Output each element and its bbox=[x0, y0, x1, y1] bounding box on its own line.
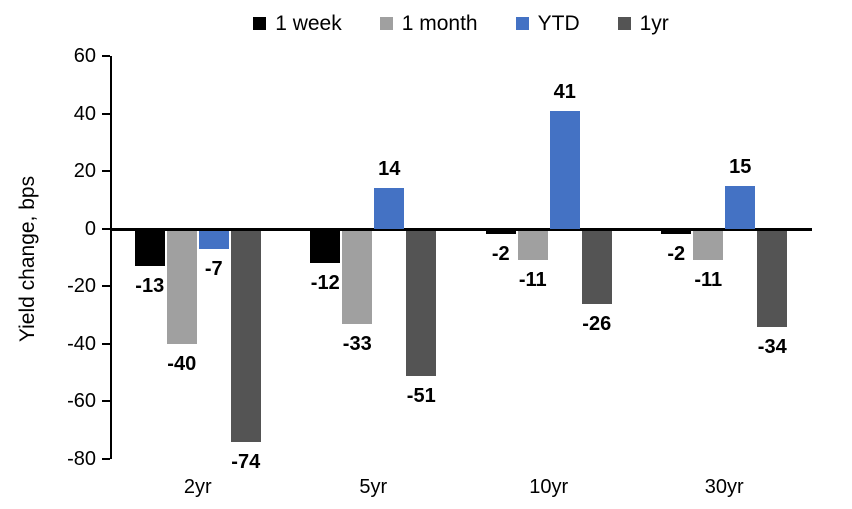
legend-label: 1yr bbox=[639, 11, 669, 35]
y-tick-mark bbox=[102, 285, 110, 288]
bar-value-label: 15 bbox=[729, 155, 752, 178]
bar-1yr-30yr bbox=[757, 230, 788, 327]
y-tick-label: 20 bbox=[73, 160, 96, 183]
y-tick-label: -40 bbox=[67, 332, 96, 355]
bar-value-label: -34 bbox=[757, 335, 787, 358]
legend-item-1yr: 1yr bbox=[617, 11, 669, 35]
bar-value-label: -7 bbox=[204, 257, 223, 280]
y-tick-mark bbox=[102, 458, 110, 460]
legend-swatch-icon bbox=[515, 16, 529, 30]
x-axis-zero-line bbox=[110, 227, 812, 231]
legend-label: 1 week bbox=[275, 11, 342, 35]
bar-1-month-2yr bbox=[166, 230, 197, 344]
bar-value-label: -11 bbox=[694, 269, 723, 292]
legend-label: 1 month bbox=[401, 11, 478, 35]
y-tick-label: -60 bbox=[67, 390, 96, 413]
bar-value-label: -12 bbox=[310, 272, 340, 295]
bar-1-week-2yr bbox=[134, 230, 165, 267]
y-tick-mark bbox=[102, 227, 110, 230]
y-tick-mark bbox=[102, 112, 110, 115]
bar-value-label: -2 bbox=[667, 243, 686, 266]
bar-ytd-2yr bbox=[198, 230, 229, 249]
bar-ytd-5yr bbox=[374, 188, 405, 229]
y-tick-mark bbox=[102, 400, 110, 403]
y-tick-mark bbox=[102, 342, 110, 345]
bar-value-label: 14 bbox=[378, 158, 401, 181]
y-tick-label: -80 bbox=[67, 448, 96, 470]
x-tick-label-5yr: 5yr bbox=[359, 476, 388, 498]
bar-value-label: -51 bbox=[406, 384, 436, 407]
bar-value-label: -40 bbox=[167, 352, 197, 375]
bar-value-label: -2 bbox=[491, 243, 510, 266]
legend-swatch-icon bbox=[253, 16, 267, 30]
bar-1yr-2yr bbox=[230, 230, 261, 442]
bar-1-month-10yr bbox=[517, 230, 548, 261]
legend: 1 week 1 month YTD 1yr bbox=[110, 8, 812, 38]
bar-value-label: -33 bbox=[342, 332, 372, 355]
bar-ytd-30yr bbox=[725, 185, 756, 229]
legend-item-ytd: YTD bbox=[515, 11, 580, 35]
bar-1yr-10yr bbox=[581, 230, 612, 304]
legend-swatch-icon bbox=[379, 16, 393, 30]
x-tick-label-10yr: 10yr bbox=[529, 476, 569, 498]
y-tick-label: 0 bbox=[84, 217, 96, 240]
bar-value-label: -26 bbox=[582, 312, 612, 335]
bar-1-week-10yr bbox=[485, 230, 516, 235]
bar-1-month-30yr bbox=[693, 230, 724, 261]
bar-1-month-5yr bbox=[342, 230, 373, 324]
bar-1-week-30yr bbox=[661, 230, 692, 235]
y-tick-label: -20 bbox=[67, 275, 96, 298]
legend-label: YTD bbox=[537, 11, 580, 35]
x-tick-label-2yr: 2yr bbox=[183, 476, 212, 498]
y-tick-label: 40 bbox=[73, 102, 96, 125]
y-tick-mark bbox=[102, 55, 110, 57]
y-tick-label: 60 bbox=[73, 45, 96, 67]
legend-item-1-week: 1 week bbox=[253, 13, 342, 34]
bar-ytd-10yr bbox=[549, 110, 580, 229]
y-tick-mark bbox=[102, 170, 110, 173]
bar-value-label: -13 bbox=[135, 275, 165, 298]
bar-value-label: -11 bbox=[518, 269, 547, 292]
legend-item-1-month: 1 month bbox=[379, 11, 478, 35]
bar-1yr-5yr bbox=[406, 230, 437, 376]
bar-1-week-5yr bbox=[310, 230, 341, 264]
plot-area bbox=[110, 56, 814, 459]
bar-value-label: -74 bbox=[231, 450, 261, 473]
x-tick-label-30yr: 30yr bbox=[704, 476, 744, 498]
legend-swatch-icon bbox=[617, 16, 631, 30]
bar-value-label: 41 bbox=[553, 80, 576, 103]
